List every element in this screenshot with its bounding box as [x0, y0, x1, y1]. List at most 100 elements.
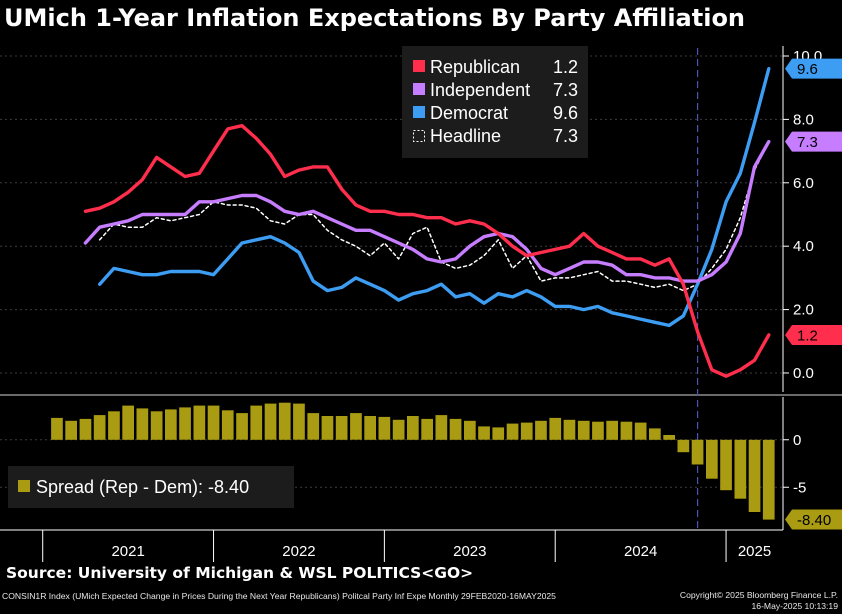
legend-label-democrat: Democrat — [430, 103, 508, 123]
tag-democrat-shape — [785, 58, 842, 79]
spread-bar — [150, 411, 163, 440]
spread-bar — [506, 423, 519, 440]
year-label: 2024 — [624, 543, 657, 560]
spread-bar — [122, 405, 134, 440]
legend-value-headline: 7.3 — [553, 126, 578, 146]
spread-bar — [207, 405, 220, 440]
legend-lower: Spread (Rep - Dem): -8.40 — [8, 466, 294, 508]
tag-republican-shape — [785, 324, 842, 345]
spread-bar — [748, 439, 761, 512]
legend-swatch-democrat — [413, 106, 425, 118]
tag-independent-shape — [785, 131, 842, 152]
series-line-headline — [98, 140, 770, 292]
spread-bar — [492, 427, 505, 440]
spread-bar — [293, 403, 305, 440]
upper-axis-tick-label: 2.0 — [793, 302, 814, 319]
spread-bar — [307, 413, 320, 440]
series-line-democrat — [97, 66, 771, 328]
spread-bar — [364, 416, 376, 440]
lower-y-axis: 0 -5 — [782, 397, 806, 530]
tag-democrat: 9.6 — [785, 58, 842, 79]
spread-bar — [321, 416, 334, 440]
spread-bar — [620, 421, 633, 440]
spread-bar — [65, 420, 77, 440]
x-axis-year-labels: 2021 2022 2023 2024 2025 — [111, 543, 771, 560]
spread-bar — [691, 439, 704, 465]
spread-bar — [392, 419, 405, 440]
spread-bar — [535, 420, 547, 440]
spread-bar — [563, 419, 576, 440]
spread-legend-label: Spread (Rep - Dem): -8.40 — [36, 477, 249, 497]
spread-bar — [549, 417, 562, 440]
spread-bars — [51, 402, 775, 520]
spread-bar — [592, 421, 604, 440]
spread-bar — [720, 439, 732, 491]
upper-gridlines — [0, 55, 783, 374]
legend-swatch-independent — [413, 83, 425, 95]
lower-axis-tick-label: -5 — [793, 479, 806, 496]
spread-bar — [435, 415, 448, 440]
tag-democrat-text: 9.6 — [797, 61, 818, 78]
legend-value-republican: 1.2 — [553, 57, 578, 77]
year-dividers — [0, 529, 783, 562]
spread-bar — [464, 420, 476, 440]
spread-bar — [136, 408, 149, 440]
tag-independent: 7.3 — [785, 131, 842, 152]
footer-timestamp: 16-May-2025 10:13:19 — [751, 601, 838, 611]
spread-bar — [677, 439, 690, 453]
tag-spread-text: -8.40 — [797, 512, 831, 529]
spread-bar — [762, 439, 775, 520]
spread-bar — [478, 426, 490, 440]
spread-bar — [51, 417, 63, 440]
spread-bar — [236, 413, 248, 440]
upper-axis-tick-label: 8.0 — [793, 111, 814, 128]
spread-bar — [250, 405, 263, 440]
series-line-republican — [83, 123, 771, 378]
spread-bar — [706, 439, 718, 479]
spread-bar — [378, 416, 391, 440]
tag-spread-shape — [785, 509, 842, 530]
year-label: 2025 — [738, 543, 771, 560]
tag-independent-text: 7.3 — [797, 134, 818, 151]
spread-bar — [335, 416, 348, 440]
spread-bar — [634, 422, 647, 440]
spread-bar — [278, 402, 291, 440]
legend-swatch-headline — [413, 130, 425, 142]
spread-bar — [193, 405, 206, 440]
spread-bar — [577, 420, 590, 440]
legend-upper: Republican 1.2 Independent 7.3 Democrat … — [402, 46, 588, 158]
spread-bar — [221, 410, 234, 440]
legend-label-independent: Independent — [430, 80, 530, 100]
spread-bar — [421, 418, 433, 440]
lower-axis-tick-label: 0 — [793, 432, 801, 449]
last-value-tags: 9.6 7.3 1.2 -8.40 — [785, 58, 842, 530]
upper-axis-tick-label: 6.0 — [793, 175, 814, 192]
spread-bar — [734, 439, 747, 499]
spread-bar — [165, 409, 177, 440]
spread-bar — [649, 428, 661, 440]
tag-republican: 1.2 — [785, 324, 842, 345]
legend-label-headline: Headline — [430, 126, 501, 146]
spread-bar — [264, 403, 277, 440]
spread-legend-background — [8, 466, 294, 508]
series-line-independent — [83, 139, 771, 283]
year-label: 2022 — [282, 543, 315, 560]
spread-bar — [449, 418, 462, 440]
legend-value-independent: 7.3 — [553, 80, 578, 100]
footer-copyright: Copyright© 2025 Bloomberg Finance L.P. — [679, 590, 838, 600]
spread-bar — [407, 416, 419, 440]
spread-bar — [93, 415, 106, 440]
footer-index-description: CONSIN1R Index (UMich Expected Change in… — [2, 591, 556, 601]
spread-bar — [520, 422, 533, 440]
spread-bar — [108, 411, 120, 440]
upper-axis-tick-label: 4.0 — [793, 238, 814, 255]
spread-bar — [663, 435, 675, 440]
spread-bar — [79, 418, 92, 440]
spread-bar — [350, 413, 362, 440]
year-label: 2021 — [111, 543, 144, 560]
year-label: 2023 — [453, 543, 486, 560]
source-note: Source: University of Michigan & WSL POL… — [6, 564, 474, 582]
spread-legend-swatch — [18, 480, 30, 492]
chart-title: UMich 1-Year Inflation Expectations By P… — [4, 4, 746, 32]
